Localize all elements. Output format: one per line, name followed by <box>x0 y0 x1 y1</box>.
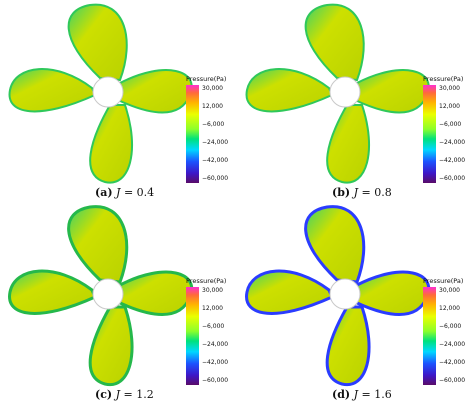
pressure-colorbar: Pressure(Pa) 30,000 12,000 −6,000 −24,00… <box>423 75 474 195</box>
panel-tag: (b) <box>332 186 351 199</box>
colorbar-tick: −42,000 <box>202 157 229 164</box>
colorbar-gradient <box>186 85 199 183</box>
blade-bottom <box>88 305 134 387</box>
panel-tag: (d) <box>332 388 351 401</box>
panel-tag: (c) <box>95 388 113 401</box>
blade-top <box>304 205 366 284</box>
colorbar-tick: −60,000 <box>202 175 229 182</box>
panel-value: = 1.6 <box>361 388 392 401</box>
panel-tag: (a) <box>95 186 113 199</box>
propeller-image <box>245 205 431 387</box>
colorbar-tick: −42,000 <box>202 359 229 366</box>
panel-c: Pressure(Pa) 30,000 12,000 −6,000 −24,00… <box>0 202 237 404</box>
colorbar-gradient <box>423 85 436 183</box>
blade-left <box>8 68 97 113</box>
panel-param: J <box>353 388 359 401</box>
hub <box>92 278 124 310</box>
blade-bottom <box>325 305 371 387</box>
blade-right <box>116 69 193 114</box>
hub <box>329 278 361 310</box>
blade-top <box>304 3 365 82</box>
panel-value: = 0.4 <box>123 186 155 199</box>
hub <box>329 76 361 108</box>
blade-left <box>8 269 97 315</box>
colorbar-title: Pressure(Pa) <box>423 277 464 285</box>
blade-bottom <box>89 104 133 184</box>
panel-a: Pressure(Pa) 30,000 12,000 −6,000 −24,00… <box>0 0 237 202</box>
colorbar-tick: −42,000 <box>439 359 466 366</box>
panel-b: Pressure(Pa) 30,000 12,000 −6,000 −24,00… <box>237 0 474 202</box>
panel-value: = 1.2 <box>123 388 154 401</box>
blade-top <box>67 3 128 82</box>
colorbar-tick: −24,000 <box>202 341 229 348</box>
panel-value: = 0.8 <box>361 186 392 199</box>
pressure-colorbar: Pressure(Pa) 30,000 12,000 −6,000 −24,00… <box>186 277 246 397</box>
colorbar-title: Pressure(Pa) <box>186 75 227 83</box>
colorbar-title: Pressure(Pa) <box>423 75 464 83</box>
panel-caption: (d) J = 1.6 <box>332 388 392 401</box>
colorbar-tick: −42,000 <box>439 157 466 164</box>
panel-param: J <box>116 186 121 199</box>
colorbar-tick: −6,000 <box>202 121 225 128</box>
colorbar-tick: −60,000 <box>439 377 466 384</box>
colorbar-gradient <box>186 287 199 385</box>
colorbar-tick: 30,000 <box>439 85 460 92</box>
pressure-colorbar: Pressure(Pa) 30,000 12,000 −6,000 −24,00… <box>423 277 474 397</box>
blade-right <box>116 270 194 316</box>
propeller-image <box>8 3 193 184</box>
colorbar-tick: −6,000 <box>202 323 225 330</box>
blade-left <box>245 269 334 315</box>
colorbar-tick: 30,000 <box>202 287 223 294</box>
blade-right <box>353 270 431 316</box>
colorbar-tick: 12,000 <box>202 103 223 110</box>
colorbar-tick: 30,000 <box>202 85 223 92</box>
panel-d: Pressure(Pa) 30,000 12,000 −6,000 −24,00… <box>237 202 474 404</box>
colorbar-tick: −24,000 <box>439 341 466 348</box>
panel-param: J <box>115 388 121 401</box>
colorbar-tick: −24,000 <box>439 139 466 146</box>
colorbar-tick: −24,000 <box>202 139 229 146</box>
panel-caption: (a) J = 0.4 <box>95 186 154 199</box>
blade-right <box>353 69 430 114</box>
colorbar-tick: −6,000 <box>439 323 462 330</box>
colorbar-tick: 30,000 <box>439 287 460 294</box>
pressure-colorbar: Pressure(Pa) 30,000 12,000 −6,000 −24,00… <box>186 75 246 195</box>
blade-top <box>67 205 129 284</box>
panel-caption: (b) J = 0.8 <box>332 186 392 199</box>
blade-bottom <box>326 104 370 184</box>
colorbar-tick: −60,000 <box>439 175 466 182</box>
colorbar-title: Pressure(Pa) <box>186 277 227 285</box>
colorbar-tick: 12,000 <box>202 305 223 312</box>
blade-left <box>245 68 334 113</box>
colorbar-tick: −60,000 <box>202 377 229 384</box>
panel-param: J <box>353 186 359 199</box>
colorbar-gradient <box>423 287 436 385</box>
colorbar-tick: 12,000 <box>439 103 460 110</box>
panel-caption: (c) J = 1.2 <box>95 388 154 401</box>
colorbar-tick: 12,000 <box>439 305 460 312</box>
hub <box>92 76 124 108</box>
colorbar-tick: −6,000 <box>439 121 462 128</box>
